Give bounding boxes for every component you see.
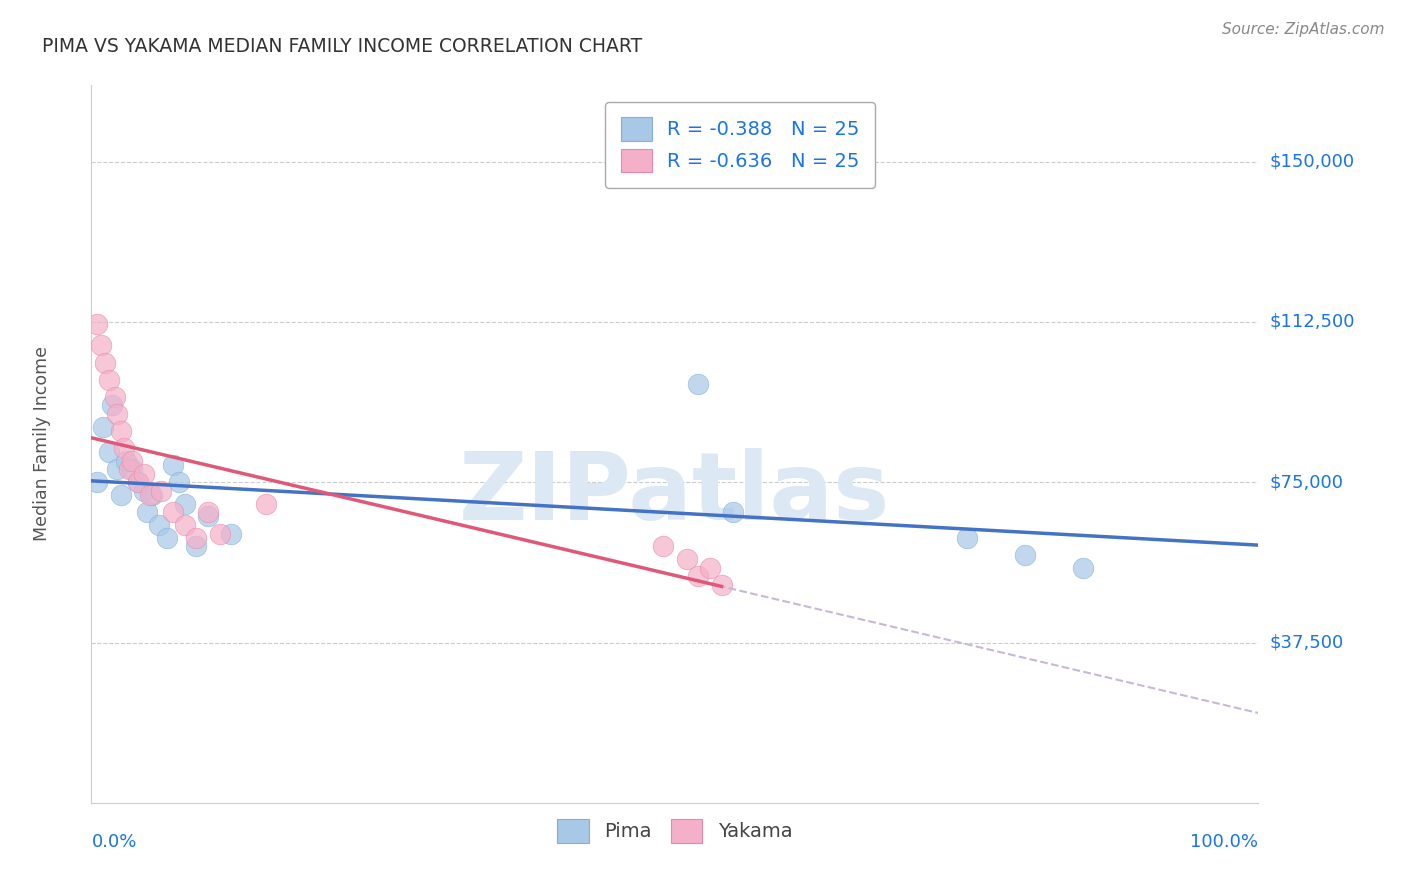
Point <box>1073 560 1095 574</box>
Point <box>723 505 745 519</box>
Point <box>956 531 979 545</box>
Point <box>197 509 219 524</box>
Point <box>104 390 127 404</box>
Point <box>688 569 710 583</box>
Point <box>86 317 108 331</box>
Point <box>132 483 155 498</box>
Point <box>197 505 219 519</box>
Point <box>121 454 143 468</box>
Point <box>675 552 697 566</box>
Point <box>1014 548 1036 562</box>
Point <box>256 497 278 511</box>
Point <box>162 505 184 519</box>
Point <box>127 475 149 490</box>
Text: $150,000: $150,000 <box>1270 153 1354 170</box>
Point <box>141 488 163 502</box>
Text: $37,500: $37,500 <box>1270 633 1344 651</box>
Point <box>97 445 120 459</box>
Point <box>115 454 138 468</box>
Point <box>97 373 120 387</box>
Text: Median Family Income: Median Family Income <box>34 346 52 541</box>
Point <box>112 441 135 455</box>
Point <box>136 505 159 519</box>
Point <box>167 475 190 490</box>
Text: $75,000: $75,000 <box>1270 474 1344 491</box>
Point <box>132 467 155 481</box>
Text: Source: ZipAtlas.com: Source: ZipAtlas.com <box>1222 22 1385 37</box>
Point <box>138 488 162 502</box>
Text: ZIPatlas: ZIPatlas <box>460 448 890 540</box>
Point <box>105 462 128 476</box>
Text: 100.0%: 100.0% <box>1191 833 1258 851</box>
Text: PIMA VS YAKAMA MEDIAN FAMILY INCOME CORRELATION CHART: PIMA VS YAKAMA MEDIAN FAMILY INCOME CORR… <box>42 37 643 56</box>
Point <box>94 355 117 369</box>
Point <box>652 539 675 553</box>
Legend: Pima, Yakama: Pima, Yakama <box>550 811 800 851</box>
Point <box>221 526 243 541</box>
Point <box>156 531 179 545</box>
Point <box>710 578 733 592</box>
Text: 0.0%: 0.0% <box>91 833 136 851</box>
Point <box>91 419 114 434</box>
Point <box>688 376 710 391</box>
Point <box>118 462 141 476</box>
Point <box>186 539 208 553</box>
Point <box>162 458 184 472</box>
Point <box>186 531 208 545</box>
Point <box>110 488 132 502</box>
Point <box>110 424 132 438</box>
Point <box>208 526 231 541</box>
Point <box>699 560 721 574</box>
Point <box>101 398 124 412</box>
Point <box>173 497 195 511</box>
Text: $112,500: $112,500 <box>1270 313 1355 331</box>
Point <box>150 483 173 498</box>
Point <box>148 518 170 533</box>
Point <box>86 475 108 490</box>
Point <box>121 462 143 476</box>
Point <box>105 407 128 421</box>
Point <box>127 475 149 490</box>
Point <box>90 338 112 352</box>
Point <box>173 518 195 533</box>
